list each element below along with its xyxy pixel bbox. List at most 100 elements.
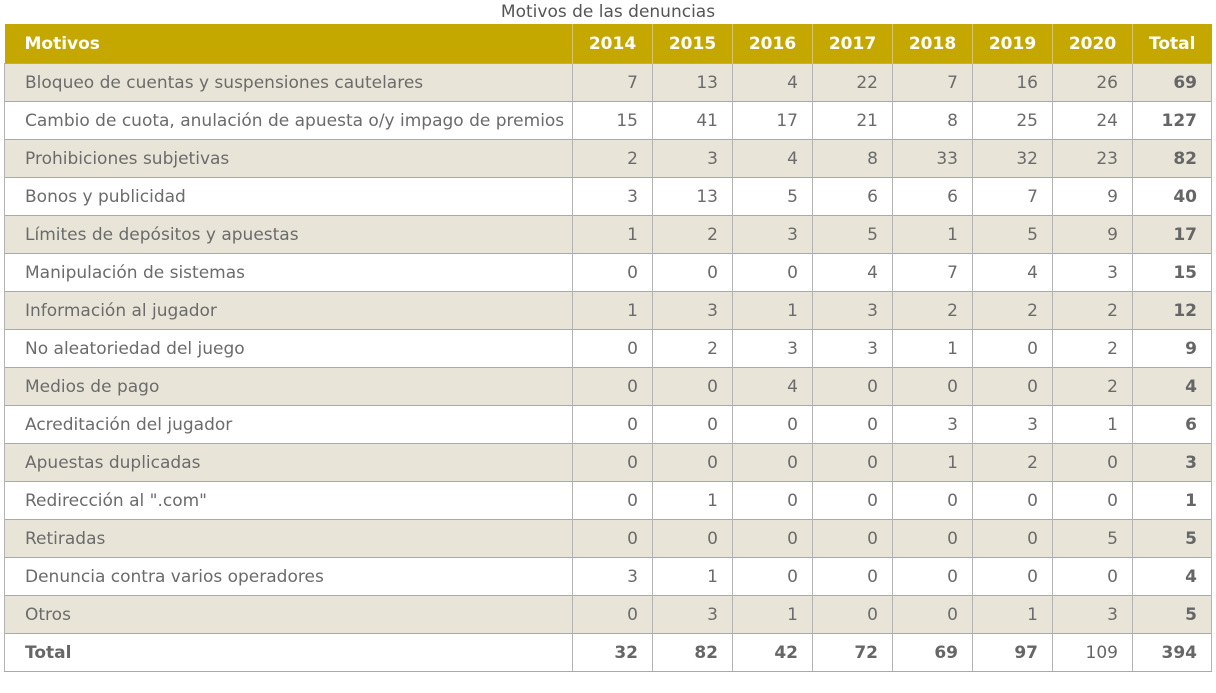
- row-value-cell: 0: [732, 405, 813, 444]
- table-row: Información al jugador 1 3 1 3 2 2 2 12: [4, 291, 1212, 330]
- table-row: No aleatoriedad del juego 0 2 3 3 1 0 2 9: [4, 329, 1212, 368]
- totals-value-cell: 42: [732, 633, 813, 672]
- row-value-cell: 4: [812, 253, 893, 292]
- row-value-cell: 0: [572, 329, 653, 368]
- row-motivo-cell: Cambio de cuota, anulación de apuesta o/…: [4, 101, 573, 140]
- row-value-cell: 0: [812, 595, 893, 634]
- row-total-cell: 15: [1132, 253, 1212, 292]
- table-row: Otros 0 3 1 0 0 1 3 5: [4, 595, 1212, 634]
- row-value-cell: 0: [652, 443, 733, 482]
- row-value-cell: 0: [892, 367, 973, 406]
- row-total-cell: 9: [1132, 329, 1212, 368]
- row-total-cell: 3: [1132, 443, 1212, 482]
- row-value-cell: 8: [892, 101, 973, 140]
- row-total-cell: 69: [1132, 63, 1212, 102]
- row-value-cell: 0: [972, 557, 1053, 596]
- column-header-2016: 2016: [732, 24, 813, 64]
- row-value-cell: 0: [572, 405, 653, 444]
- grand-total-cell: 394: [1132, 633, 1212, 672]
- table-caption: Motivos de las denuncias: [500, 2, 716, 22]
- row-value-cell: 9: [1052, 215, 1133, 254]
- row-value-cell: 4: [732, 367, 813, 406]
- totals-value-cell: 82: [652, 633, 733, 672]
- row-value-cell: 24: [1052, 101, 1133, 140]
- row-value-cell: 17: [732, 101, 813, 140]
- row-value-cell: 0: [892, 519, 973, 558]
- table-row: Retiradas 0 0 0 0 0 0 5 5: [4, 519, 1212, 558]
- row-value-cell: 13: [652, 177, 733, 216]
- row-value-cell: 4: [972, 253, 1053, 292]
- row-value-cell: 21: [812, 101, 893, 140]
- row-total-cell: 12: [1132, 291, 1212, 330]
- row-value-cell: 7: [892, 253, 973, 292]
- table-row: Medios de pago 0 0 4 0 0 0 2 4: [4, 367, 1212, 406]
- totals-value-cell: 32: [572, 633, 653, 672]
- row-value-cell: 7: [572, 63, 653, 102]
- table-row: Bonos y publicidad 3 13 5 6 6 7 9 40: [4, 177, 1212, 216]
- row-value-cell: 3: [812, 329, 893, 368]
- table-row: Prohibiciones subjetivas 2 3 4 8 33 32 23 82: [4, 139, 1212, 178]
- row-motivo-cell: Medios de pago: [4, 367, 573, 406]
- row-motivo-cell: Otros: [4, 595, 573, 634]
- row-value-cell: 16: [972, 63, 1053, 102]
- row-total-cell: 6: [1132, 405, 1212, 444]
- row-value-cell: 0: [572, 253, 653, 292]
- row-total-cell: 4: [1132, 557, 1212, 596]
- row-value-cell: 2: [1052, 291, 1133, 330]
- row-value-cell: 1: [972, 595, 1053, 634]
- row-value-cell: 25: [972, 101, 1053, 140]
- row-motivo-cell: Apuestas duplicadas: [4, 443, 573, 482]
- row-value-cell: 0: [572, 519, 653, 558]
- row-value-cell: 2: [1052, 367, 1133, 406]
- row-motivo-cell: Prohibiciones subjetivas: [4, 139, 573, 178]
- row-motivo-cell: Información al jugador: [4, 291, 573, 330]
- row-value-cell: 0: [972, 519, 1053, 558]
- row-value-cell: 6: [892, 177, 973, 216]
- row-value-cell: 0: [972, 367, 1053, 406]
- row-motivo-cell: Bloqueo de cuentas y suspensiones cautel…: [4, 63, 573, 102]
- row-total-cell: 17: [1132, 215, 1212, 254]
- row-value-cell: 33: [892, 139, 973, 178]
- row-value-cell: 6: [812, 177, 893, 216]
- row-value-cell: 5: [812, 215, 893, 254]
- table-row: Apuestas duplicadas 0 0 0 0 1 2 0 3: [4, 443, 1212, 482]
- row-value-cell: 0: [812, 367, 893, 406]
- row-value-cell: 26: [1052, 63, 1133, 102]
- table-row: Cambio de cuota, anulación de apuesta o/…: [4, 101, 1212, 140]
- row-value-cell: 8: [812, 139, 893, 178]
- row-total-cell: 5: [1132, 595, 1212, 634]
- row-motivo-cell: Manipulación de sistemas: [4, 253, 573, 292]
- totals-label: Total: [4, 633, 573, 672]
- row-value-cell: 0: [972, 329, 1053, 368]
- column-header-2017: 2017: [812, 24, 893, 64]
- row-motivo-cell: Denuncia contra varios operadores: [4, 557, 573, 596]
- row-value-cell: 3: [972, 405, 1053, 444]
- row-value-cell: 3: [732, 329, 813, 368]
- totals-value-cell: 97: [972, 633, 1053, 672]
- table-row: Bloqueo de cuentas y suspensiones cautel…: [4, 63, 1212, 102]
- row-motivo-cell: Redirección al ".com": [4, 481, 573, 520]
- column-header-2019: 2019: [972, 24, 1053, 64]
- row-value-cell: 2: [652, 215, 733, 254]
- column-header-2015: 2015: [652, 24, 733, 64]
- row-value-cell: 0: [652, 253, 733, 292]
- row-value-cell: 3: [1052, 253, 1133, 292]
- row-value-cell: 0: [812, 481, 893, 520]
- row-value-cell: 0: [812, 405, 893, 444]
- row-value-cell: 3: [572, 177, 653, 216]
- column-header-motivos: Motivos: [4, 24, 573, 64]
- row-value-cell: 1: [892, 215, 973, 254]
- row-value-cell: 3: [812, 291, 893, 330]
- row-value-cell: 3: [572, 557, 653, 596]
- complaints-table: Motivos 2014 2015 2016 2017 2018 2019 20…: [4, 24, 1212, 672]
- table-row: Límites de depósitos y apuestas 1 2 3 5 1 5 9 17: [4, 215, 1212, 254]
- row-value-cell: 3: [892, 405, 973, 444]
- column-header-2014: 2014: [572, 24, 653, 64]
- row-value-cell: 0: [1052, 443, 1133, 482]
- column-header-2020: 2020: [1052, 24, 1133, 64]
- row-value-cell: 13: [652, 63, 733, 102]
- row-value-cell: 3: [652, 595, 733, 634]
- row-total-cell: 40: [1132, 177, 1212, 216]
- row-value-cell: 4: [732, 139, 813, 178]
- totals-value-cell: 109: [1052, 633, 1133, 672]
